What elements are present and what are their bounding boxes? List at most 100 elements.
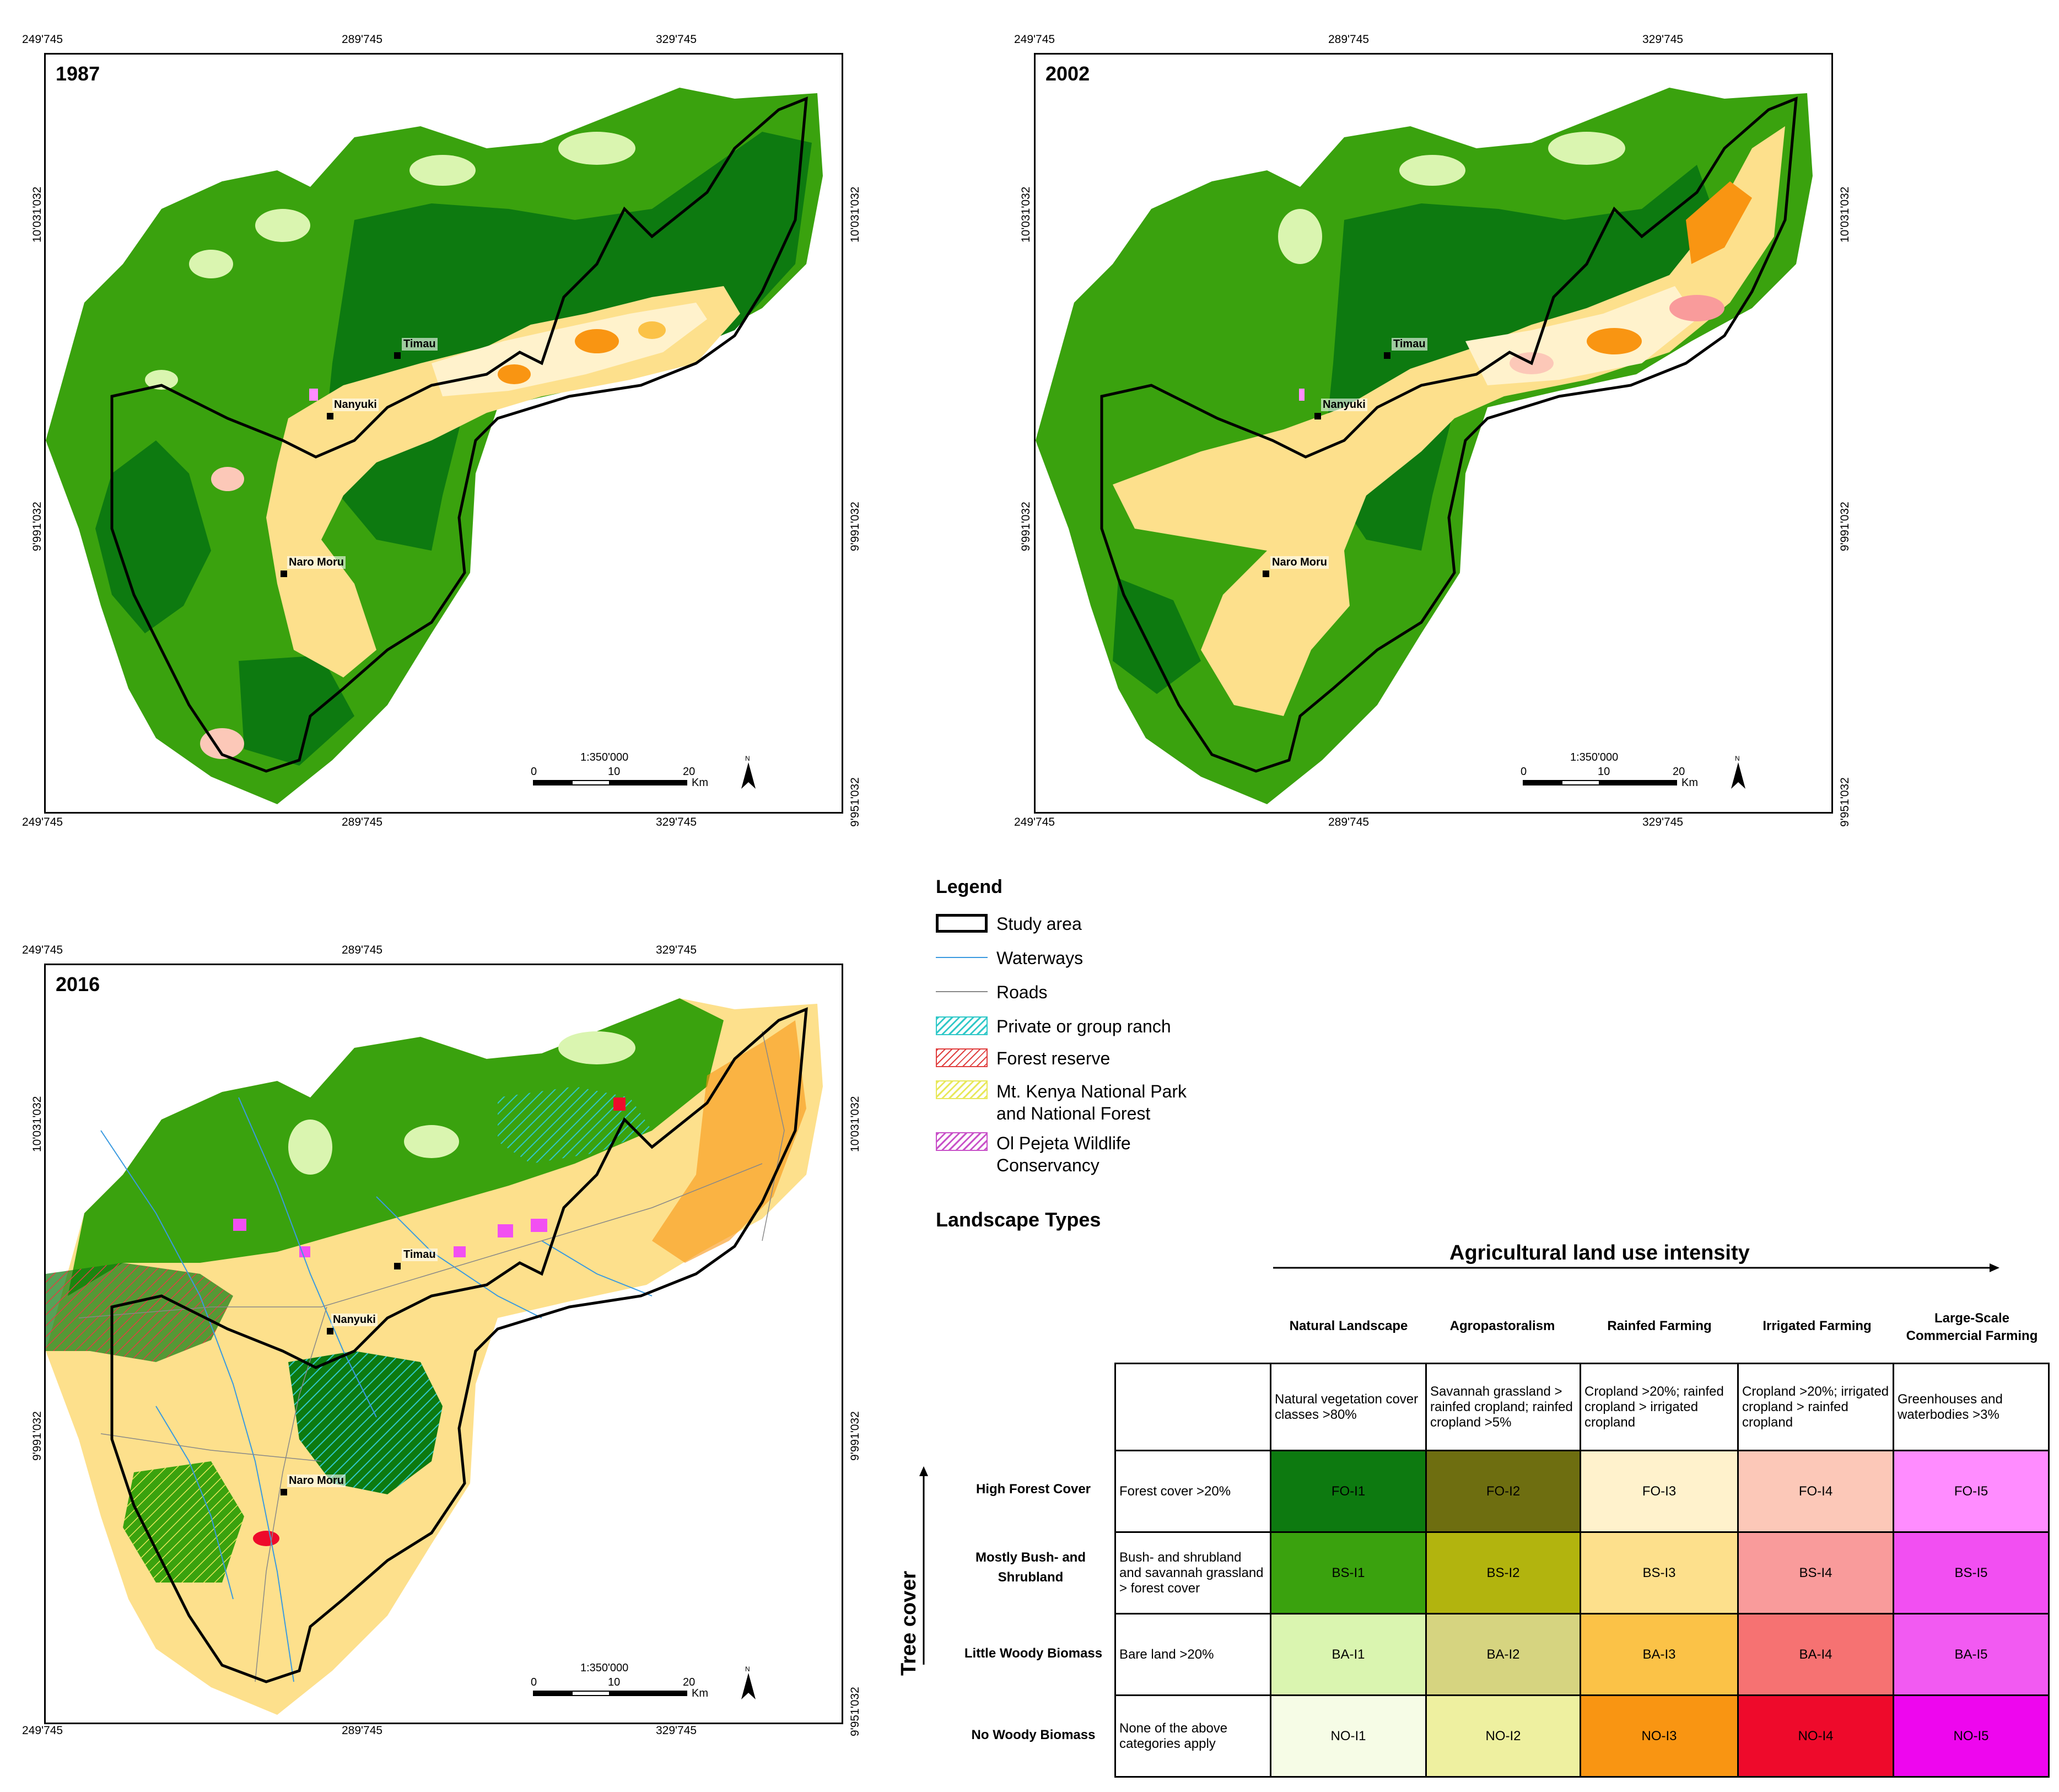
region-commercial [299, 1246, 310, 1257]
type-cell: FO-I2 [1425, 1450, 1581, 1533]
map-year-label: 2016 [56, 973, 100, 995]
town-marker [1314, 413, 1321, 419]
landscape-types-table: Natural vegetation cover classes >80% Sa… [1114, 1363, 2050, 1778]
top-tick: 249'745 [22, 944, 63, 956]
town-marker [394, 1263, 401, 1269]
type-cell: BS-I2 [1425, 1531, 1581, 1615]
region-commercial [1299, 389, 1305, 401]
scale-tick: 10 [1598, 766, 1610, 778]
landscape-types-title: Landscape Types [936, 1208, 1101, 1231]
region-irrigated-bare [652, 1020, 806, 1263]
region-rainfed-bare [638, 321, 666, 339]
row-header: Little Woody Biomass [964, 1646, 1103, 1661]
legend-item-roads: Roads [936, 982, 1048, 1003]
land-cover-map-1987 [46, 88, 823, 804]
map-frame-2002: 2002 Timau Nanyuki Naro Moru 1:350'000 0… [1034, 53, 1833, 814]
region-irrigated-forest [211, 467, 244, 491]
region-little-woody [1548, 132, 1625, 165]
type-cell: FO-I1 [1270, 1450, 1427, 1533]
left-tick: 9'991'032 [31, 1411, 44, 1461]
legend-title: Legend [936, 876, 1002, 897]
column-header: Irrigated Farming [1762, 1319, 1872, 1333]
bottom-tick: 289'745 [1328, 816, 1370, 828]
region-little-woody [189, 250, 233, 278]
bottom-tick: 289'745 [342, 1724, 383, 1737]
type-cell: BA-I5 [1893, 1613, 2050, 1696]
type-cell: FO-I4 [1737, 1450, 1894, 1533]
row-desc-cell: None of the above categories apply [1114, 1694, 1271, 1778]
left-tick: 9'991'032 [31, 502, 44, 551]
top-tick: 249'745 [22, 33, 63, 46]
right-tick: 10'031'032 [1839, 186, 1851, 243]
row-header: Mostly Bush- and Shrubland [975, 1550, 1086, 1585]
right-tick: 9'991'032 [1839, 502, 1851, 551]
scale-ratio: 1:350'000 [580, 751, 629, 763]
column-desc-cell: Natural vegetation cover classes >80% [1270, 1363, 1427, 1451]
scale-unit: Km [692, 777, 708, 789]
right-tick: 9'951'032 [849, 777, 861, 827]
town-label: Timau [1392, 338, 1427, 351]
right-tick: 10'031'032 [849, 1096, 861, 1152]
region-little-woody [145, 370, 178, 390]
town-marker [1263, 571, 1269, 577]
scale-tick: 10 [608, 766, 621, 778]
legend-item-private-ranch: Private or group ranch [936, 1016, 1171, 1037]
column-desc-cell: Cropland >20%; rainfed cropland > irriga… [1580, 1363, 1739, 1451]
town-label: Nanyuki [1321, 399, 1367, 411]
scale-tick: 0 [531, 1676, 537, 1688]
north-arrow-icon: N [1730, 755, 1747, 793]
scale-tick: 0 [531, 766, 537, 778]
yellow-hatch-icon [936, 1080, 988, 1099]
x-axis-label: Agricultural land use intensity [1449, 1241, 1750, 1264]
town-label: Timau [402, 1249, 438, 1261]
top-tick: 329'745 [656, 944, 697, 956]
region-forest [239, 655, 354, 766]
left-tick: 9'991'032 [1020, 502, 1032, 551]
row-header: No Woody Biomass [971, 1728, 1096, 1742]
town-marker [281, 1489, 287, 1495]
town-label: Nanyuki [331, 1314, 378, 1326]
scale-ratio: 1:350'000 [1570, 751, 1619, 763]
roads-swatch-icon [936, 982, 988, 1001]
town-marker [327, 1328, 333, 1334]
column-desc-cell: Cropland >20%; irrigated cropland > rain… [1737, 1363, 1894, 1451]
study-area-swatch-icon [936, 914, 988, 933]
right-tick: 10'031'032 [849, 186, 861, 243]
scale-tick: 0 [1521, 766, 1527, 778]
y-axis-arrow-icon [919, 1466, 928, 1665]
region-little-woody [558, 1031, 635, 1064]
map-frame-1987: 1987 Timau Nanyuki [44, 53, 843, 814]
scale-tick: 10 [608, 1676, 621, 1688]
region-irrigated-bare [1587, 328, 1642, 354]
legend-item-forest-reserve: Forest reserve [936, 1048, 1110, 1069]
roads [78, 1031, 785, 1682]
type-cell: BS-I4 [1737, 1531, 1894, 1615]
bottom-tick: 289'745 [342, 816, 383, 828]
region-little-woody [404, 1125, 459, 1158]
study-area-outline [110, 96, 808, 773]
row-desc-cell: Bare land >20% [1114, 1613, 1271, 1696]
legend-item-ol-pejeta: Ol Pejeta Wildlife Conservancy [936, 1132, 1266, 1176]
type-cell: BA-I2 [1425, 1613, 1581, 1696]
region-commercial [531, 1219, 547, 1232]
land-cover-map-2002 [1036, 88, 1813, 804]
red-hatch-icon [936, 1048, 988, 1067]
right-tick: 9'951'032 [1839, 777, 1851, 827]
region-commercial [498, 1224, 513, 1237]
region-little-woody [558, 132, 635, 165]
waterways [100, 1097, 653, 1682]
left-tick: 10'031'032 [1020, 186, 1032, 243]
type-cell: FO-I3 [1580, 1450, 1739, 1533]
region-little-woody [1278, 209, 1322, 264]
private-ranch-hatch [288, 1351, 443, 1494]
region-little-woody [255, 209, 310, 242]
town-marker [327, 413, 333, 419]
town-label: Naro Moru [287, 1475, 346, 1487]
type-cell: BA-I4 [1737, 1613, 1894, 1696]
town-label: Timau [402, 338, 438, 351]
bottom-tick: 249'745 [22, 816, 63, 828]
region-irrigated-bare [498, 364, 531, 384]
study-area-outline [110, 1007, 808, 1683]
region-irrigated-bare [1686, 181, 1752, 264]
type-cell: NO-I1 [1270, 1694, 1427, 1778]
